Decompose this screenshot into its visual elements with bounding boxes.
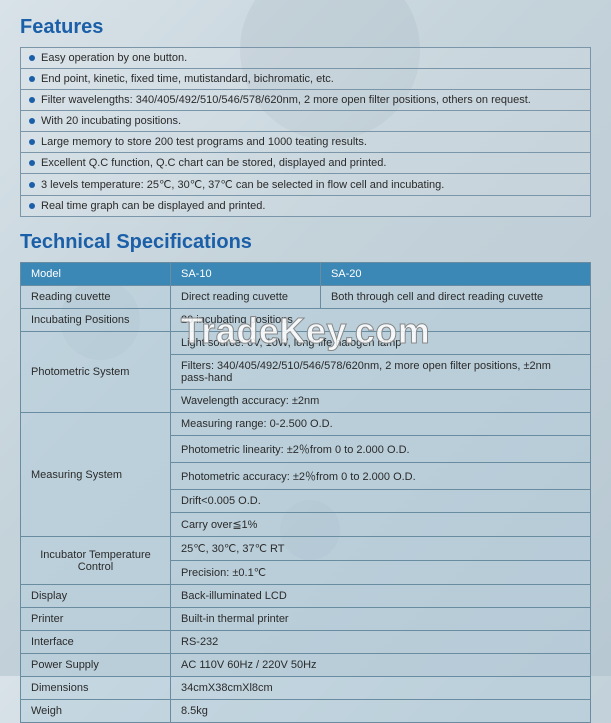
row-incubator-1: Incubator Temperature Control 25℃, 30℃, … [21,537,591,561]
feature-text: Large memory to store 200 test programs … [41,136,367,148]
bullet-icon [29,182,35,188]
bullet-icon [29,97,35,103]
feature-text: Excellent Q.C function, Q.C chart can be… [41,157,386,169]
value-measuring-1: Measuring range: 0-2.500 O.D. [171,413,591,436]
bullet-icon [29,55,35,61]
feature-cell: Real time graph can be displayed and pri… [21,196,591,217]
specs-heading: Technical Specifications [20,231,591,254]
label-reading-cuvette: Reading cuvette [21,286,171,309]
feature-row: Easy operation by one button. [21,48,591,69]
feature-row: With 20 incubating positions. [21,111,591,132]
feature-row: Real time graph can be displayed and pri… [21,196,591,217]
value-display: Back-illuminated LCD [171,585,591,608]
bullet-icon [29,203,35,209]
value-incubator-1: 25℃, 30℃, 37℃ RT [171,537,591,561]
label-printer: Printer [21,608,171,631]
value-dimensions: 34cmX38cmXl8cm [171,677,591,700]
feature-row: End point, kinetic, fixed time, mutistan… [21,69,591,90]
feature-cell: Excellent Q.C function, Q.C chart can be… [21,153,591,174]
feature-cell: Large memory to store 200 test programs … [21,132,591,153]
value-interface: RS-232 [171,631,591,654]
feature-row: 3 levels temperature: 25℃, 30℃, 37℃ can … [21,174,591,196]
features-table: Easy operation by one button. End point, … [20,47,591,217]
feature-cell: End point, kinetic, fixed time, mutistan… [21,69,591,90]
feature-cell: Filter wavelengths: 340/405/492/510/546/… [21,90,591,111]
feature-text: Easy operation by one button. [41,52,187,64]
value-printer: Built-in thermal printer [171,608,591,631]
row-printer: Printer Built-in thermal printer [21,608,591,631]
header-sa20: SA-20 [320,263,590,286]
feature-cell: With 20 incubating positions. [21,111,591,132]
feature-cell: 3 levels temperature: 25℃, 30℃, 37℃ can … [21,174,591,196]
label-incubator: Incubator Temperature Control [21,537,171,585]
label-dimensions: Dimensions [21,677,171,700]
value-sa10-cuvette: Direct reading cuvette [171,286,321,309]
row-interface: Interface RS-232 [21,631,591,654]
feature-text: With 20 incubating positions. [41,115,181,127]
row-display: Display Back-illuminated LCD [21,585,591,608]
row-power: Power Supply AC 110V 60Hz / 220V 50Hz [21,654,591,677]
watermark-text: TradeKey.com [181,310,430,352]
feature-text: 3 levels temperature: 25℃, 30℃, 37℃ can … [41,179,444,191]
value-incubator-2: Precision: ±0.1℃ [171,561,591,585]
value-measuring-5: Carry over≦1% [171,513,591,537]
label-measuring: Measuring System [21,413,171,537]
value-photometric-2: Filters: 340/405/492/510/546/578/620nm, … [171,355,591,390]
row-reading-cuvette: Reading cuvette Direct reading cuvette B… [21,286,591,309]
label-weigh: Weigh [21,700,171,723]
bullet-icon [29,76,35,82]
feature-text: End point, kinetic, fixed time, mutistan… [41,73,334,85]
value-weigh: 8.5kg [171,700,591,723]
specs-header-row: Model SA-10 SA-20 [21,263,591,286]
row-measuring-1: Measuring System Measuring range: 0-2.50… [21,413,591,436]
value-sa20-cuvette: Both through cell and direct reading cuv… [320,286,590,309]
feature-text: Filter wavelengths: 340/405/492/510/546/… [41,94,531,106]
feature-cell: Easy operation by one button. [21,48,591,69]
value-measuring-4: Drift<0.005 O.D. [171,490,591,513]
label-display: Display [21,585,171,608]
value-measuring-2: Photometric linearity: ±2％from 0 to 2.00… [171,436,591,463]
value-photometric-3: Wavelength accuracy: ±2nm [171,390,591,413]
value-power: AC 110V 60Hz / 220V 50Hz [171,654,591,677]
feature-row: Excellent Q.C function, Q.C chart can be… [21,153,591,174]
feature-row: Large memory to store 200 test programs … [21,132,591,153]
bullet-icon [29,139,35,145]
label-incubating: Incubating Positions [21,309,171,332]
row-weigh: Weigh 8.5kg [21,700,591,723]
feature-row: Filter wavelengths: 340/405/492/510/546/… [21,90,591,111]
bullet-icon [29,160,35,166]
features-heading: Features [20,16,591,39]
value-measuring-3: Photometric accuracy: ±2％from 0 to 2.000… [171,463,591,490]
label-power: Power Supply [21,654,171,677]
header-sa10: SA-10 [171,263,321,286]
header-model: Model [21,263,171,286]
feature-text: Real time graph can be displayed and pri… [41,200,265,212]
label-interface: Interface [21,631,171,654]
bullet-icon [29,118,35,124]
row-dimensions: Dimensions 34cmX38cmXl8cm [21,677,591,700]
label-photometric: Photometric System [21,332,171,413]
